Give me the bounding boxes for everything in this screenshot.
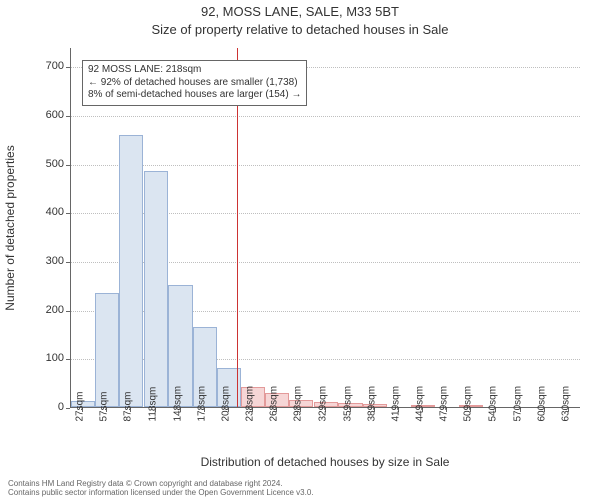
y-gridline [71,116,580,117]
footer-line1: Contains HM Land Registry data © Crown c… [8,479,314,489]
y-tick-mark [66,262,70,263]
histogram-bar [95,293,119,407]
annotation-box: 92 MOSS LANE: 218sqm ← 92% of detached h… [82,60,307,106]
y-tick-label: 700 [4,60,64,72]
histogram-bar [119,135,143,407]
y-tick-mark [66,408,70,409]
footer-attribution: Contains HM Land Registry data © Crown c… [8,479,314,498]
y-tick-label: 300 [4,255,64,267]
annotation-line3: 8% of semi-detached houses are larger (1… [88,89,301,102]
y-tick-label: 100 [4,352,64,364]
y-tick-mark [66,359,70,360]
annotation-line2: ← 92% of detached houses are smaller (1,… [88,77,301,90]
histogram-bar [144,171,169,407]
y-tick-label: 600 [4,109,64,121]
y-tick-mark [66,213,70,214]
y-tick-mark [66,67,70,68]
x-axis-label: Distribution of detached houses by size … [70,455,580,469]
y-tick-mark [66,165,70,166]
y-tick-mark [66,116,70,117]
chart-title-line1: 92, MOSS LANE, SALE, M33 5BT [0,4,600,19]
y-tick-label: 200 [4,304,64,316]
chart-container: 92, MOSS LANE, SALE, M33 5BT Size of pro… [0,0,600,500]
annotation-line1: 92 MOSS LANE: 218sqm [88,64,301,77]
y-tick-label: 400 [4,206,64,218]
y-gridline [71,165,580,166]
y-tick-label: 500 [4,158,64,170]
y-axis-label: Number of detached properties [3,145,17,310]
chart-title-line2: Size of property relative to detached ho… [0,22,600,37]
footer-line2: Contains public sector information licen… [8,488,314,498]
y-tick-label: 0 [4,401,64,413]
y-tick-mark [66,311,70,312]
